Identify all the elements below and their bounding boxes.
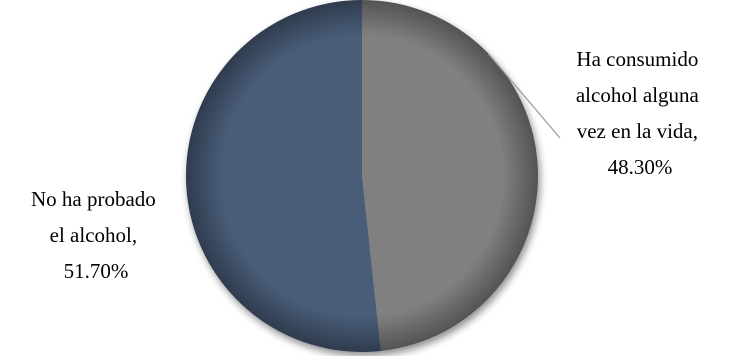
data-label-consumed: Ha consumido alcohol alguna vez en la vi… xyxy=(576,47,704,179)
label-consumed-value: 48.30% xyxy=(608,155,673,179)
label-consumed-line3: vez en la vida, xyxy=(577,119,698,143)
label-consumed-line1: Ha consumido xyxy=(576,47,698,71)
label-not-tried-value: 51.70% xyxy=(64,259,129,283)
pie-slice-not-tried xyxy=(186,0,381,352)
leader-line-consumed xyxy=(487,53,561,139)
label-consumed-line2: alcohol alguna xyxy=(576,83,700,107)
label-not-tried-line2: el alcohol, xyxy=(50,223,137,247)
pie-slices xyxy=(186,0,538,352)
pie-slice-consumed xyxy=(362,0,538,351)
data-label-not-tried: No ha probado el alcohol, 51.70% xyxy=(31,187,161,283)
label-not-tried-line1: No ha probado xyxy=(31,187,156,211)
